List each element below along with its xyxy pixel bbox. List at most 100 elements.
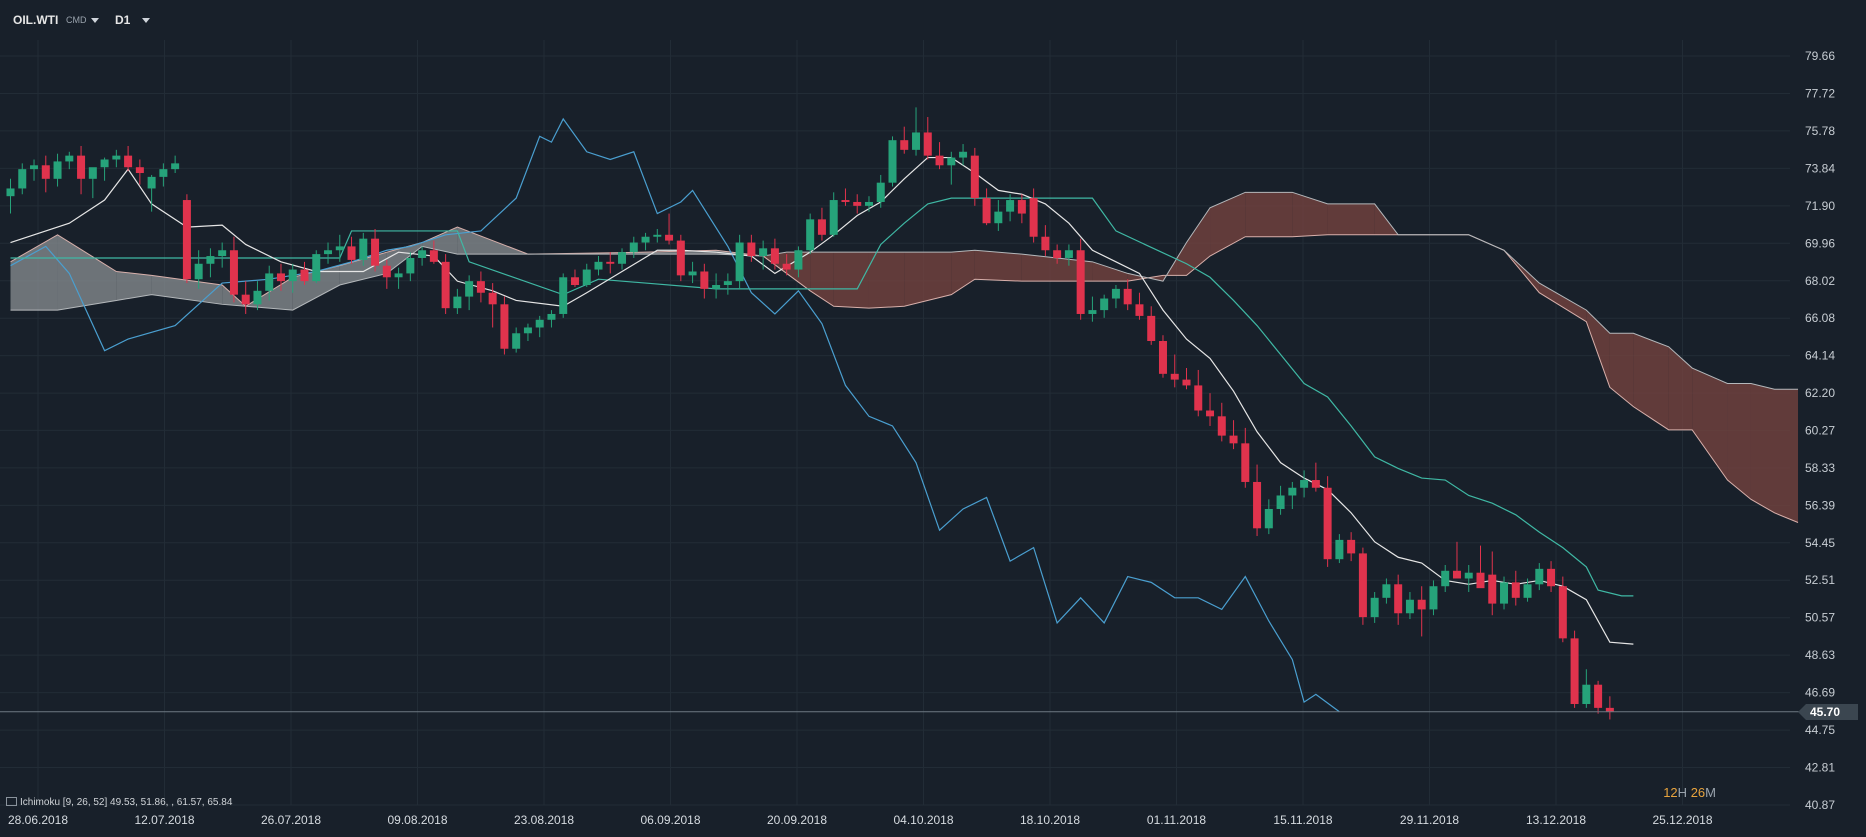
candle-body — [982, 198, 991, 224]
candle — [1429, 580, 1438, 616]
candle-body — [500, 304, 509, 349]
candle — [1476, 545, 1485, 589]
candle — [853, 194, 862, 214]
candle-body — [418, 250, 427, 258]
candle — [841, 188, 850, 206]
candle — [135, 159, 144, 185]
candle-body — [606, 261, 615, 264]
candle — [1158, 335, 1167, 378]
indicator-legend[interactable]: Ichimoku [9, 26, 52] 49.53, 51.86, , 61.… — [6, 797, 232, 808]
timeframe-label[interactable]: D1 — [115, 13, 131, 27]
candle-body — [100, 159, 109, 168]
candle — [1347, 532, 1356, 562]
candle-body — [641, 236, 650, 243]
timeframe-minutes: 26 — [1690, 785, 1706, 800]
x-tick-label: 25.12.2018 — [1652, 813, 1712, 827]
y-tick-label: 40.87 — [1805, 798, 1835, 812]
indicator-settings-icon[interactable] — [6, 797, 17, 806]
candle — [1523, 578, 1532, 602]
candle-body — [782, 263, 791, 270]
cloud-segment — [1727, 383, 1751, 500]
cloud-segment — [10, 234, 58, 311]
candle — [1511, 570, 1520, 606]
candle — [1170, 354, 1179, 388]
cloud-segment — [422, 227, 458, 255]
candle — [1053, 244, 1062, 264]
candle-body — [1394, 584, 1403, 614]
candle-body — [1347, 539, 1356, 554]
candle-body — [229, 250, 238, 295]
candle — [1605, 696, 1614, 720]
ichimoku-cloud — [10, 191, 1799, 523]
candle-body — [359, 238, 368, 260]
candle — [429, 240, 438, 264]
candle — [147, 174, 156, 212]
candle — [88, 167, 97, 199]
candle-body — [1076, 250, 1085, 314]
candle — [817, 207, 826, 241]
candle — [312, 250, 321, 284]
last-price-tag: 45.70 — [1798, 703, 1858, 720]
candle — [1111, 285, 1120, 309]
candle-body — [347, 246, 356, 260]
candle-body — [441, 261, 450, 309]
candle — [782, 254, 791, 276]
candle-body — [876, 182, 885, 202]
candle-body — [523, 327, 532, 334]
y-tick-label: 46.69 — [1805, 686, 1835, 700]
y-tick-label: 54.45 — [1805, 536, 1835, 550]
candle — [1064, 244, 1073, 266]
asset-class-dropdown-icon[interactable] — [91, 18, 99, 23]
candle-body — [570, 277, 579, 286]
candle — [723, 273, 732, 295]
timeframe-hours: 12 — [1663, 785, 1678, 800]
candle-body — [723, 281, 732, 286]
symbol-label[interactable]: OIL.WTI — [13, 13, 59, 27]
candle-body — [1041, 236, 1050, 251]
candle — [418, 246, 427, 266]
cloud-segment — [1245, 192, 1293, 237]
y-tick-label: 64.14 — [1805, 349, 1835, 363]
x-tick-label: 26.07.2018 — [261, 813, 321, 827]
candle-body — [276, 273, 285, 282]
candle-body — [1594, 684, 1603, 708]
candle — [864, 196, 873, 212]
candle — [218, 242, 227, 268]
candle-body — [465, 281, 474, 297]
candle-body — [1358, 553, 1367, 618]
candle-body — [864, 201, 873, 206]
candle-body — [77, 155, 86, 179]
candle — [488, 283, 497, 328]
y-tick-label: 42.81 — [1805, 761, 1835, 775]
kijun-sen-line — [10, 197, 1634, 597]
candle — [900, 126, 909, 154]
cloud-segment — [1668, 346, 1693, 430]
candle-body — [1194, 385, 1203, 411]
y-tick-label: 69.96 — [1805, 236, 1835, 250]
candle — [523, 323, 532, 342]
candle — [112, 149, 121, 168]
candle — [1570, 630, 1579, 708]
candle-body — [1311, 480, 1320, 488]
price-axis: 79.66 77.72 75.78 73.84 71.90 69.96 68.02 66.08… — [1805, 49, 1835, 812]
candle — [441, 254, 450, 314]
candle-body — [676, 240, 685, 276]
candle-body — [923, 132, 932, 156]
candle — [30, 159, 39, 181]
timeframe-dropdown-icon[interactable] — [142, 18, 150, 23]
candle-body — [182, 200, 191, 280]
cloud-segment — [1186, 207, 1211, 276]
candle — [959, 144, 968, 166]
candle — [1182, 368, 1191, 390]
cloud-segment — [833, 252, 869, 309]
candle-body — [817, 219, 826, 235]
cloud-segment — [1210, 192, 1246, 257]
candle — [206, 248, 215, 278]
candle-body — [1511, 582, 1520, 598]
candle-body — [888, 140, 897, 183]
candle-body — [171, 163, 180, 170]
candle-body — [1370, 597, 1379, 618]
candle — [1029, 188, 1038, 243]
candle-body — [770, 248, 779, 264]
